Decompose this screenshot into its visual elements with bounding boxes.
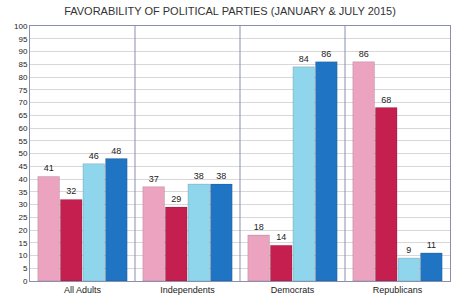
svg-text:38: 38 bbox=[216, 171, 226, 181]
svg-text:68: 68 bbox=[381, 95, 391, 105]
svg-text:9: 9 bbox=[406, 245, 411, 255]
svg-text:80: 80 bbox=[18, 73, 27, 82]
svg-text:32: 32 bbox=[66, 186, 76, 196]
svg-text:35: 35 bbox=[18, 188, 27, 197]
svg-text:90: 90 bbox=[18, 47, 27, 56]
svg-text:40: 40 bbox=[18, 175, 27, 184]
svg-text:10: 10 bbox=[18, 251, 27, 260]
svg-text:FAVORABILITY OF POLITICAL PART: FAVORABILITY OF POLITICAL PARTIES (JANUA… bbox=[64, 5, 396, 17]
svg-text:All Adults: All Adults bbox=[64, 285, 102, 295]
svg-text:14: 14 bbox=[276, 232, 286, 242]
svg-text:Republicans: Republicans bbox=[373, 285, 423, 295]
svg-text:46: 46 bbox=[89, 151, 99, 161]
svg-text:Democrats: Democrats bbox=[271, 285, 315, 295]
svg-text:48: 48 bbox=[111, 146, 121, 156]
svg-text:60: 60 bbox=[18, 124, 27, 133]
svg-text:45: 45 bbox=[18, 162, 27, 171]
svg-text:18: 18 bbox=[254, 222, 264, 232]
svg-text:0: 0 bbox=[23, 277, 28, 286]
svg-text:Independents: Independents bbox=[160, 285, 215, 295]
svg-text:11: 11 bbox=[427, 240, 436, 250]
svg-text:20: 20 bbox=[18, 226, 27, 235]
svg-text:50: 50 bbox=[18, 149, 27, 158]
svg-text:65: 65 bbox=[18, 111, 27, 120]
svg-text:70: 70 bbox=[18, 98, 27, 107]
svg-text:100: 100 bbox=[14, 22, 28, 31]
svg-text:95: 95 bbox=[18, 35, 27, 44]
svg-text:86: 86 bbox=[359, 49, 369, 59]
svg-text:86: 86 bbox=[321, 49, 331, 59]
svg-text:41: 41 bbox=[44, 163, 54, 173]
svg-text:84: 84 bbox=[299, 54, 309, 64]
svg-text:15: 15 bbox=[18, 239, 27, 248]
svg-text:29: 29 bbox=[171, 194, 181, 204]
svg-text:85: 85 bbox=[18, 60, 27, 69]
svg-text:75: 75 bbox=[18, 86, 27, 95]
svg-text:5: 5 bbox=[23, 264, 28, 273]
svg-text:38: 38 bbox=[194, 171, 204, 181]
svg-text:30: 30 bbox=[18, 200, 27, 209]
svg-text:55: 55 bbox=[18, 137, 27, 146]
svg-text:25: 25 bbox=[18, 213, 27, 222]
svg-text:37: 37 bbox=[149, 174, 159, 184]
